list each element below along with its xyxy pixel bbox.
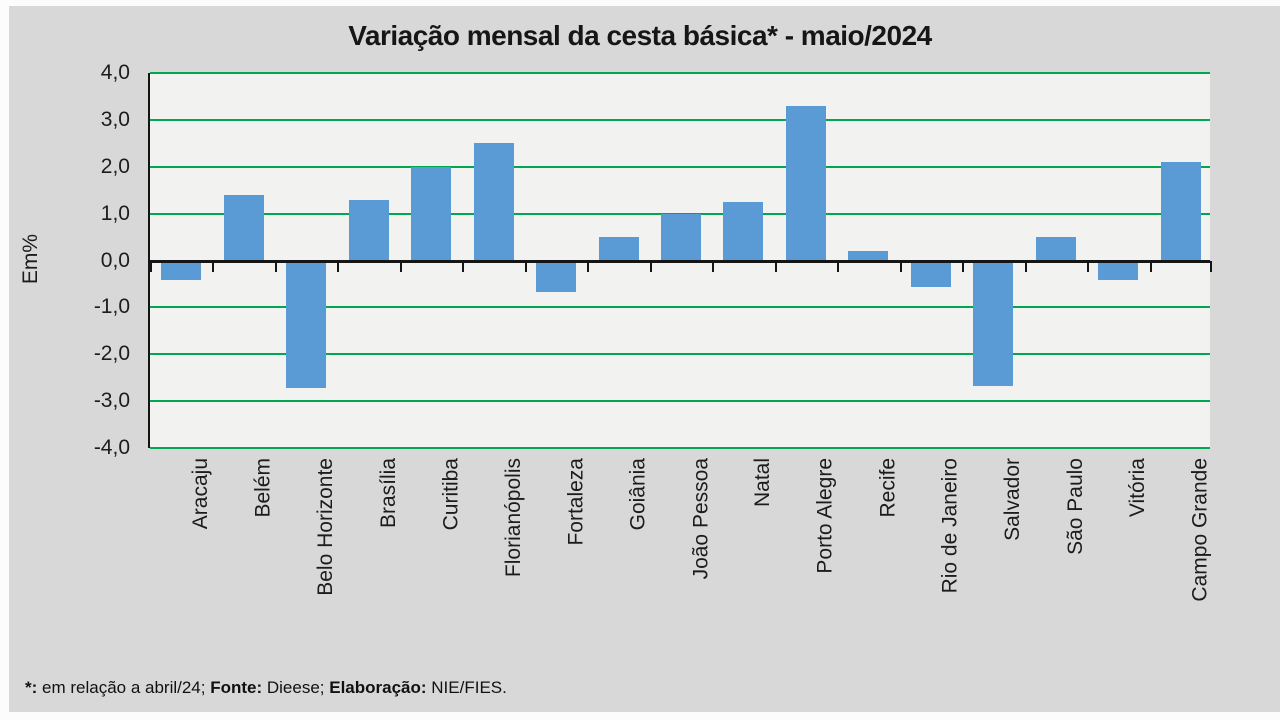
- gridline: [150, 306, 1210, 309]
- axis-tick: [462, 260, 465, 272]
- axis-tick: [649, 260, 652, 272]
- axis-tick: [712, 260, 715, 272]
- axis-tick: [212, 260, 215, 272]
- gridline: [150, 353, 1210, 356]
- x-axis-label: Recife: [876, 458, 900, 518]
- bar-goiânia: [598, 237, 639, 261]
- zero-axis-line: [150, 259, 1210, 263]
- gridline: [150, 72, 1210, 74]
- chart-title: Variação mensal da cesta básica* - maio/…: [348, 20, 932, 51]
- y-tick-label: 0,0: [100, 248, 130, 272]
- x-axis-label: Salvador: [1001, 458, 1025, 541]
- x-axis-label: João Pessoa: [689, 458, 712, 580]
- footnote-segment: Dieese;: [262, 678, 330, 697]
- y-tick-label: 3,0: [100, 107, 130, 131]
- gridline: [150, 447, 1210, 449]
- x-axis-label: São Paulo: [1063, 458, 1087, 555]
- axis-tick: [1024, 260, 1027, 272]
- bar-campo-grande: [1160, 162, 1201, 261]
- y-tick-label: -3,0: [93, 389, 130, 413]
- axis-tick: [837, 260, 840, 272]
- bar-brasília: [348, 199, 389, 261]
- axis-tick: [337, 260, 340, 272]
- x-axis-label: Goiânia: [626, 458, 650, 531]
- bar-curitiba: [411, 166, 452, 261]
- bar-joão-pessoa: [661, 213, 701, 261]
- axis-tick: [1210, 260, 1212, 272]
- axis-tick: [150, 260, 152, 272]
- x-axis-label: Curitiba: [439, 458, 463, 531]
- axis-tick: [774, 260, 777, 272]
- x-axis-label: Rio de Janeiro: [938, 458, 962, 594]
- footnote: *: em relação a abril/24; Fonte: Dieese;…: [25, 678, 507, 698]
- axis-tick: [1149, 260, 1152, 272]
- x-axis-label: Florianópolis: [501, 458, 525, 578]
- y-tick-label: 4,0: [100, 61, 130, 84]
- x-axis-label: Vitória: [1126, 458, 1150, 518]
- y-tick-label: -2,0: [93, 342, 130, 366]
- x-axis-label: Fortaleza: [564, 458, 588, 546]
- x-axis-label: Natal: [751, 458, 775, 508]
- bar-belo-horizonte: [286, 261, 327, 389]
- y-tick-label: 2,0: [100, 154, 130, 178]
- bar-vitória: [1098, 261, 1139, 281]
- footnote-segment: em relação a abril/24;: [37, 678, 211, 697]
- x-axis-label: Belo Horizonte: [314, 458, 338, 596]
- axis-tick: [899, 260, 902, 272]
- x-axis-label: Porto Alegre: [813, 458, 837, 574]
- bar-belém: [223, 194, 264, 261]
- y-tick-label: -4,0: [93, 436, 130, 459]
- x-axis-label: Aracaju: [189, 458, 213, 530]
- bar-salvador: [973, 261, 1014, 386]
- footnote-segment: *:: [25, 678, 38, 697]
- x-axis-label: Belém: [251, 458, 275, 518]
- bar-aracaju: [161, 261, 202, 281]
- y-tick-label: 1,0: [100, 201, 130, 225]
- plot-area: [148, 72, 1212, 449]
- footnote-segment: Fonte:: [210, 678, 263, 697]
- y-tick-label: -1,0: [93, 295, 130, 319]
- x-axis-label: Brasília: [376, 458, 400, 529]
- axis-tick: [1087, 260, 1090, 272]
- bar-rio-de-janeiro: [910, 261, 951, 288]
- axis-tick: [587, 260, 590, 272]
- bar-recife: [848, 251, 889, 261]
- axis-tick: [399, 260, 402, 272]
- footnote-segment: NIE/FIES.: [426, 678, 507, 697]
- gridline: [150, 165, 1210, 168]
- axis-tick: [962, 260, 965, 272]
- gridline: [150, 118, 1210, 121]
- gridline: [150, 400, 1210, 403]
- footnote-segment: Elaboração:: [329, 678, 427, 697]
- bar-natal: [723, 201, 764, 261]
- axis-tick: [274, 260, 277, 272]
- bar-são-paulo: [1035, 237, 1076, 261]
- bar-fortaleza: [536, 261, 577, 292]
- bar-florianópolis: [473, 143, 514, 261]
- x-axis-label: Campo Grande: [1188, 458, 1212, 602]
- bar-porto-alegre: [785, 105, 826, 261]
- axis-tick: [524, 260, 527, 272]
